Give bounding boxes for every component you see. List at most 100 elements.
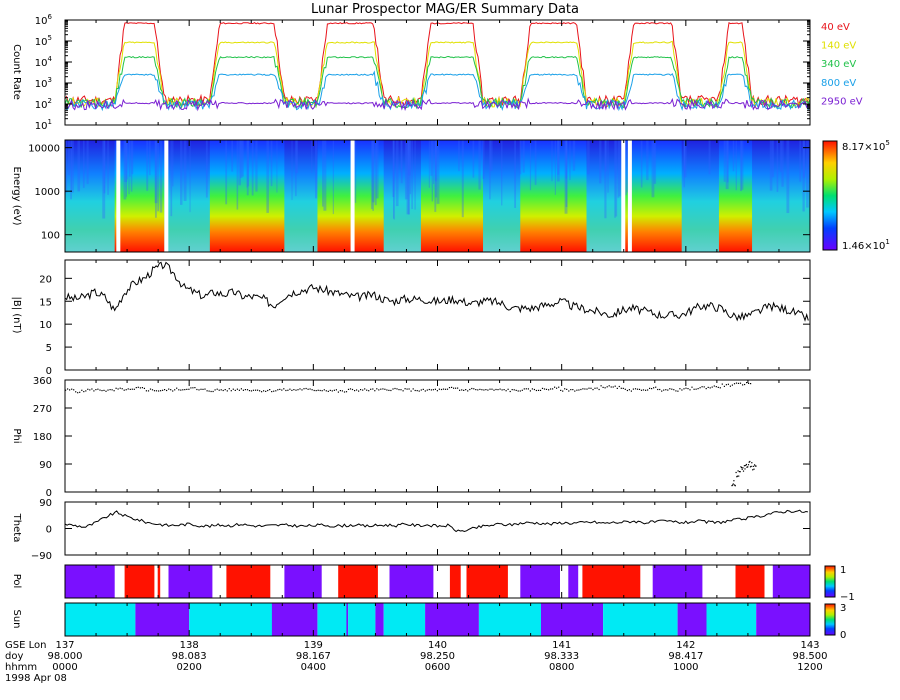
phi-point (638, 388, 641, 390)
phi-point (461, 389, 463, 391)
phi-point (570, 389, 572, 391)
spectrogram-streak (154, 140, 157, 218)
x-tick-doy: 98.500 (793, 651, 828, 662)
phi-point (89, 389, 91, 391)
phi-point (715, 386, 717, 388)
phi-point (634, 388, 637, 390)
phi-point (521, 389, 523, 391)
spectrogram-data-gap (164, 140, 169, 252)
polarity-segment (466, 565, 508, 598)
phi-point (586, 388, 588, 390)
spectrogram-streak (434, 140, 437, 182)
spectrogram-streak (238, 140, 241, 186)
phi-point (416, 390, 418, 392)
colorbar-min-base: 1.46×10 (842, 241, 885, 252)
phi-point (746, 382, 748, 384)
polarity-segment (389, 565, 434, 598)
phi-point (614, 385, 616, 387)
phi-point (265, 390, 267, 392)
sun-segment (189, 603, 272, 636)
spectrogram-streak (332, 140, 334, 215)
x-tick-lon: 142 (676, 640, 695, 651)
phi-point (731, 384, 733, 386)
phi-point (578, 389, 580, 391)
phi-tail-point (734, 484, 736, 486)
phi-point (707, 386, 709, 388)
phi-point (600, 385, 602, 387)
phi-point (622, 387, 624, 389)
phi-point (113, 390, 115, 392)
spectrogram-streak (406, 140, 410, 215)
phi-point (77, 392, 79, 394)
spectrogram-streak (409, 140, 412, 195)
phi-point (216, 388, 218, 390)
phi-tail-point (742, 467, 744, 469)
x-tick-hhmm: 0600 (425, 662, 450, 673)
phi-point (533, 388, 535, 391)
phi-point (279, 388, 281, 390)
count-ytick-label: 105 (35, 34, 52, 48)
phi-point (455, 387, 457, 389)
spectrogram-streak (70, 140, 72, 200)
spectrogram-streak (270, 140, 273, 187)
spectrogram-streak (572, 140, 576, 171)
count-rate-ylabel: Count Rate (11, 44, 22, 100)
count-ytick-exp: 5 (48, 34, 52, 42)
phi-tail-point (736, 475, 738, 477)
phi-tail-point (754, 464, 756, 466)
phi-point (281, 389, 283, 391)
spectrogram-streak (130, 140, 133, 192)
phi-point (180, 389, 182, 391)
phi-point (374, 390, 376, 392)
phi-point (364, 388, 366, 390)
phi-point (422, 388, 424, 390)
x-row-label: hhmm (5, 662, 37, 673)
legend-2950-ev: 2950 eV (821, 96, 863, 107)
phi-point (721, 383, 723, 385)
b-magnitude-panel: 0 5 10 15 20 |B| (nT) (11, 259, 811, 377)
phi-point (438, 388, 440, 390)
theta-line (64, 509, 808, 533)
spectrogram-streak (103, 140, 106, 194)
phi-point (610, 386, 612, 388)
phi-point (339, 390, 341, 392)
phi-point (220, 389, 222, 391)
colorbar-min-label: 1.46×101 (842, 238, 890, 252)
phi-point (527, 388, 529, 390)
polarity-segment (735, 565, 765, 598)
phi-point (230, 390, 232, 392)
x-tick-doy: 98.417 (668, 651, 703, 662)
spectrogram-streak (434, 140, 437, 212)
phi-point (301, 389, 303, 391)
phi-point (529, 390, 531, 392)
phi-tail-point (744, 468, 746, 470)
phi-point (424, 390, 426, 392)
phi-point (388, 389, 390, 391)
phi-point (81, 389, 83, 391)
phi-point (307, 388, 309, 390)
polarity-colorbar-bottom: −1 (840, 592, 855, 603)
phi-point (657, 388, 659, 391)
energy-ytick-label: 1000 (35, 187, 60, 198)
phi-point (448, 387, 451, 389)
phi-point (596, 387, 598, 389)
phi-point (372, 388, 374, 390)
spectrogram-streak (172, 140, 174, 187)
phi-tail-point (746, 466, 748, 468)
phi-point (105, 390, 107, 392)
phi-point (125, 389, 127, 391)
energy-spectrogram-panel: 10000 1000 100 Energy (eV) 8.17×105 1.46×101 (11, 139, 890, 253)
spectrogram-streak (522, 140, 525, 173)
spectrogram-streak (646, 140, 649, 181)
spectrogram-streak (569, 140, 571, 181)
phi-point (628, 389, 630, 391)
spectrogram-streak (741, 140, 744, 190)
phi-point (111, 389, 113, 391)
phi-tail-point (747, 466, 749, 468)
sun-segment (65, 603, 136, 636)
phi-point (400, 389, 402, 391)
phi-point (99, 389, 101, 391)
spectrogram-streak (246, 140, 249, 196)
phi-point (632, 388, 634, 390)
phi-point (65, 389, 67, 391)
